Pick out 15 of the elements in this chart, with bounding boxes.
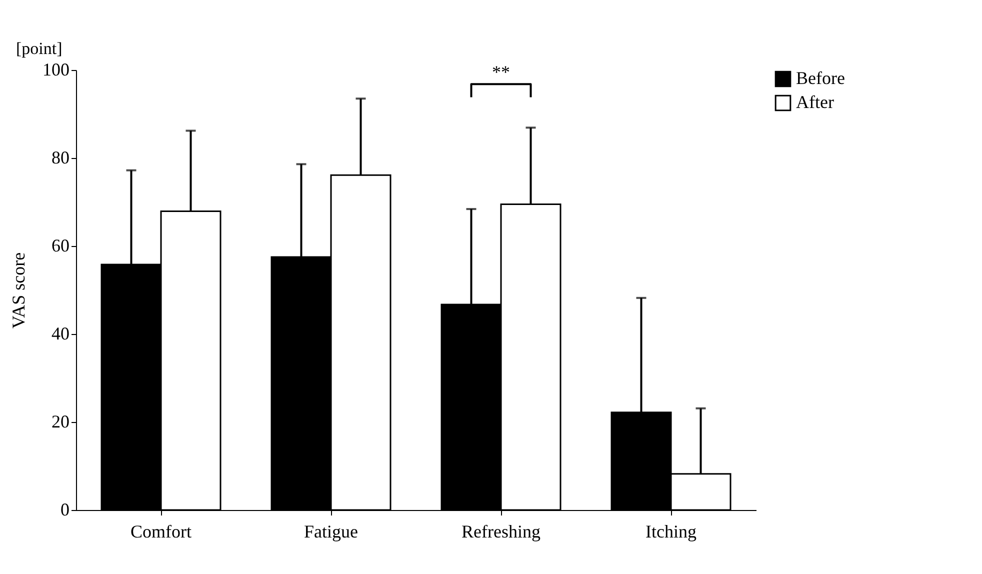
y-tick-label: 60 [52, 236, 70, 256]
annotation: ** [492, 62, 510, 82]
x-tick-label: Refreshing [462, 522, 540, 542]
y-tick-label: 100 [42, 60, 70, 80]
y-tick-label: 20 [52, 412, 70, 432]
y-axis-title: VAS score [8, 252, 28, 329]
legend-label: After [796, 92, 834, 112]
x-tick-label: Fatigue [304, 522, 358, 542]
y-tick-label: 40 [52, 324, 70, 344]
legend-label: Before [796, 68, 845, 88]
y-tick-label: 80 [52, 148, 70, 168]
text: [point] [16, 39, 62, 58]
y-tick-label: 0 [60, 500, 70, 520]
x-tick-label: Comfort [130, 522, 192, 542]
x-tick-label: Itching [646, 522, 696, 542]
